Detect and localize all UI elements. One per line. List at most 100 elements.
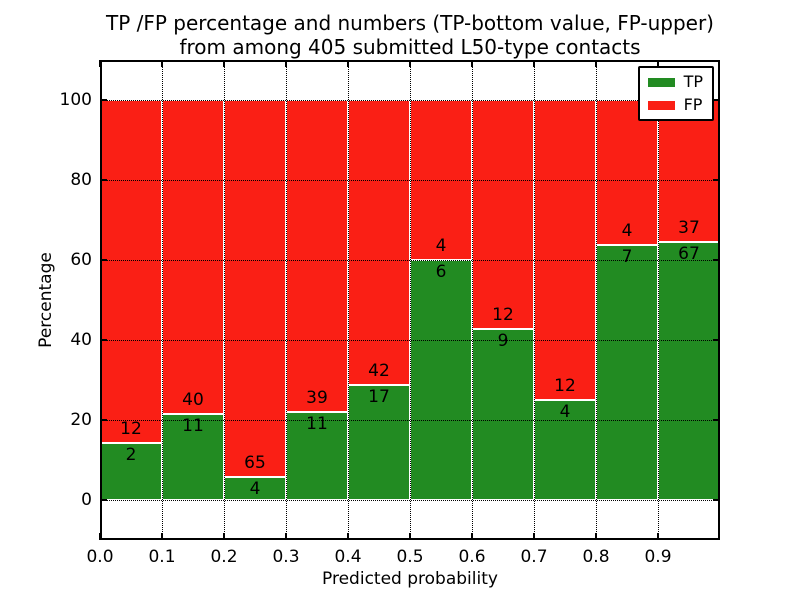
y-tick-right [713, 419, 720, 421]
y-tick-right [713, 99, 720, 101]
gridline-x [161, 60, 163, 540]
x-tick-top [347, 60, 349, 67]
gridline-x [223, 60, 225, 540]
chart-title-line1: TP /FP percentage and numbers (TP-bottom… [106, 11, 714, 35]
bar-segment-fp [658, 100, 720, 243]
gridline-x [99, 60, 101, 540]
bar-segment-tp [596, 245, 658, 500]
bar-label-tp-count: 17 [368, 386, 390, 407]
y-tick-right [713, 499, 720, 501]
x-tick-label: 0.9 [644, 547, 672, 567]
x-tick-bottom [99, 533, 101, 540]
x-tick-bottom [285, 533, 287, 540]
bar-label-fp-count: 39 [306, 388, 328, 408]
plot-area: TP FP 12 2 40 11 65 4 39 11 42 17 4 6 12 9 12 4 4 7 37 67 [99, 60, 720, 540]
bar-label-tp-count: 11 [306, 414, 328, 434]
y-tick-label: 60 [70, 250, 92, 270]
legend-entry-fp: FP [647, 95, 703, 114]
y-tick-left [100, 499, 107, 501]
gridline-x [347, 60, 349, 540]
y-tick-left [100, 99, 107, 101]
bar-label-fp-count: 4 [621, 221, 633, 242]
y-tick-left [100, 419, 107, 421]
x-tick-label: 0.5 [396, 547, 424, 567]
x-tick-bottom [533, 533, 535, 540]
bar-label-tp-count: 4 [249, 478, 261, 499]
bar-segment-tp [472, 328, 534, 500]
bar-label-fp-count: 12 [554, 376, 576, 396]
bar-segment-fp [286, 100, 348, 412]
bar-label-tp-count: 6 [435, 262, 447, 282]
bar-label-tp-count: 7 [621, 247, 633, 268]
x-tick-label: 0.7 [520, 547, 548, 567]
chart-title: TP /FP percentage and numbers (TP-bottom… [100, 11, 720, 59]
x-tick-label: 0.0 [86, 547, 114, 567]
x-tick-bottom [657, 533, 659, 540]
bar-segment-fp [472, 100, 534, 329]
y-tick-left [100, 339, 107, 341]
bar-label-fp-count: 12 [120, 418, 142, 439]
chart-title-line2: from among 405 submitted L50-type contac… [179, 35, 641, 59]
legend-label-fp: FP [683, 95, 703, 114]
bar-label-tp-count: 11 [182, 415, 204, 436]
bar-label-fp-count: 65 [244, 452, 266, 473]
x-tick-bottom [409, 533, 411, 540]
bar-segment-tp [286, 412, 348, 500]
bar-segment-tp [348, 384, 410, 500]
x-tick-label: 0.1 [148, 547, 176, 567]
bar-label-tp-count: 2 [125, 444, 137, 465]
bar-segment-fp [162, 100, 224, 414]
x-tick-label: 0.3 [272, 547, 300, 567]
bar-segment-tp [162, 413, 224, 500]
bar-label-fp-count: 12 [492, 304, 514, 325]
bar-label-tp-count: 9 [497, 330, 509, 351]
y-tick-label: 20 [70, 410, 92, 430]
bar-segment-fp [596, 100, 658, 246]
bar-segment-fp [100, 100, 162, 443]
y-tick-label: 40 [70, 330, 92, 350]
x-tick-label: 0.8 [582, 547, 610, 567]
x-tick-top [99, 60, 101, 67]
x-tick-top [657, 60, 659, 67]
x-tick-top [223, 60, 225, 67]
x-tick-top [533, 60, 535, 67]
gridline-x [409, 60, 411, 540]
bar-segment-tp [658, 242, 720, 500]
y-tick-right [713, 339, 720, 341]
bar-label-fp-count: 42 [368, 360, 390, 381]
y-tick-label: 100 [59, 90, 92, 110]
x-tick-top [409, 60, 411, 67]
x-tick-label: 0.2 [210, 547, 238, 567]
gridline-x [285, 60, 287, 540]
bar-segment-tp [410, 260, 472, 500]
y-tick-left [100, 179, 107, 181]
gridline-x [471, 60, 473, 540]
gridline-x [657, 60, 659, 540]
x-tick-top [285, 60, 287, 67]
x-tick-bottom [595, 533, 597, 540]
x-tick-top [595, 60, 597, 67]
x-tick-bottom [347, 533, 349, 540]
x-tick-top [161, 60, 163, 67]
bar-label-tp-count: 4 [559, 402, 571, 422]
y-tick-label: 80 [70, 170, 92, 190]
y-tick-right [713, 259, 720, 261]
legend-swatch-fp [647, 100, 675, 110]
legend: TP FP [637, 66, 714, 121]
bar-segment-fp [534, 100, 596, 400]
bar-label-tp-count: 67 [678, 244, 700, 265]
bar-label-fp-count: 4 [435, 236, 447, 256]
x-tick-label: 0.4 [334, 547, 362, 567]
legend-swatch-tp [647, 77, 675, 87]
x-axis-label: Predicted probability [322, 569, 498, 589]
y-tick-label: 0 [81, 490, 92, 510]
bar-segment-fp [348, 100, 410, 385]
bar-segment-tp [534, 400, 596, 500]
x-tick-bottom [161, 533, 163, 540]
gridline-x [595, 60, 597, 540]
x-tick-bottom [223, 533, 225, 540]
bar-label-fp-count: 37 [678, 218, 700, 239]
x-tick-bottom [471, 533, 473, 540]
x-tick-top [471, 60, 473, 67]
y-tick-right [713, 179, 720, 181]
